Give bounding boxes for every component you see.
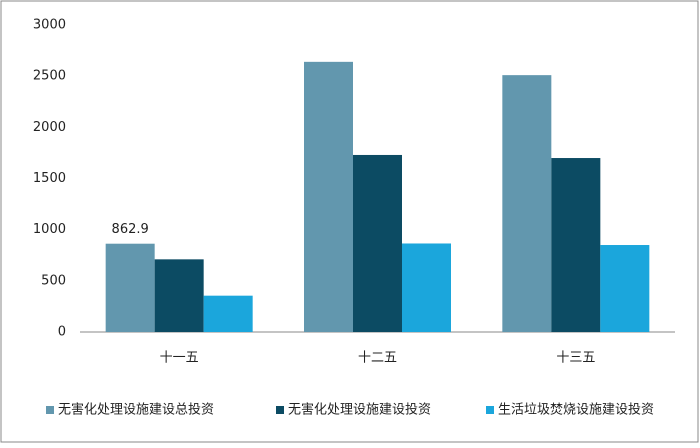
y-tick-label: 3000 [33, 18, 66, 33]
y-tick-label: 2000 [33, 120, 66, 135]
x-tick-label: 十一五 [160, 351, 199, 366]
bar [203, 295, 253, 332]
legend-label: 生活垃圾焚烧设施建设投资 [498, 402, 654, 418]
y-tick-label: 0 [58, 325, 66, 340]
bar [304, 61, 353, 333]
legend-label: 无害化处理设施建设投资 [288, 402, 431, 418]
legend-swatch [486, 406, 494, 414]
bar [353, 154, 402, 332]
y-tick-label: 1000 [33, 222, 66, 237]
x-tick-label: 十三五 [556, 351, 595, 366]
legend-label: 无害化处理设施建设总投资 [58, 402, 214, 418]
bar [154, 259, 204, 332]
data-label: 862.9 [112, 222, 149, 237]
bar [502, 75, 552, 332]
bar [551, 158, 601, 332]
legend-swatch [46, 406, 54, 414]
x-tick-label: 十二五 [358, 351, 397, 366]
y-tick-label: 2500 [33, 69, 66, 84]
legend-swatch [276, 406, 284, 414]
bar [600, 245, 650, 332]
y-tick-label: 500 [41, 273, 66, 288]
bar [105, 243, 155, 332]
y-tick-label: 1500 [33, 171, 66, 186]
bar [402, 243, 451, 332]
